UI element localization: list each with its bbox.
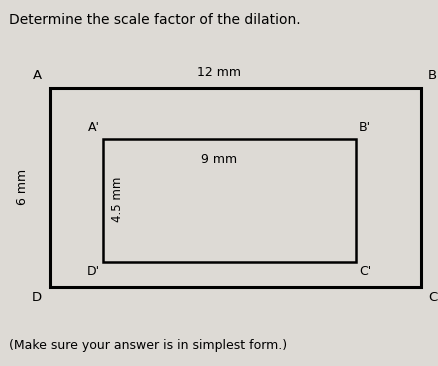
Text: B': B' bbox=[358, 120, 371, 134]
Text: 6 mm: 6 mm bbox=[16, 169, 29, 205]
Text: 4.5 mm: 4.5 mm bbox=[111, 177, 124, 222]
Text: A': A' bbox=[88, 120, 100, 134]
Text: B: B bbox=[427, 69, 436, 82]
Text: 9 mm: 9 mm bbox=[201, 153, 237, 166]
Text: 12 mm: 12 mm bbox=[197, 66, 241, 79]
Text: C': C' bbox=[358, 265, 371, 279]
Text: D: D bbox=[32, 291, 42, 304]
Text: Determine the scale factor of the dilation.: Determine the scale factor of the dilati… bbox=[9, 13, 300, 27]
Bar bbox=[103, 139, 355, 262]
Bar bbox=[50, 88, 420, 287]
Text: (Make sure your answer is in simplest form.): (Make sure your answer is in simplest fo… bbox=[9, 339, 286, 352]
Text: C: C bbox=[427, 291, 436, 304]
Text: A: A bbox=[32, 69, 42, 82]
Text: D': D' bbox=[87, 265, 100, 279]
